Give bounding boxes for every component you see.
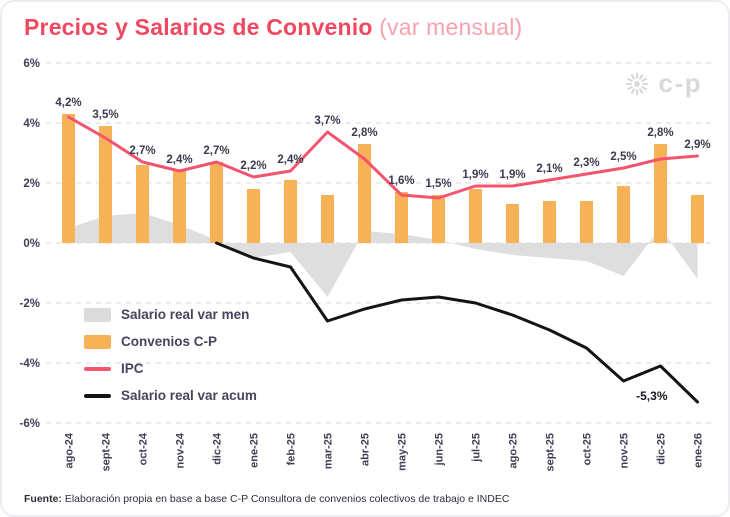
- svg-text:4%: 4%: [23, 118, 40, 130]
- x-axis-labels: ago-24 sept-24 oct-24 nov-24 dic-24 ene-25 feb…: [64, 432, 705, 471]
- chart-plot: 6% 4% 2% 0% -2% -4% -6% 4,2% 3,5% 2,7% 2,4% 2,7% 2,2…: [20, 58, 716, 472]
- svg-text:2,2%: 2,2%: [240, 160, 266, 172]
- source-prefix: Fuente:: [24, 493, 62, 505]
- legend-item-salario-real-var-acum: Salario real var acum: [84, 387, 257, 404]
- svg-text:dic-25: dic-25: [656, 433, 668, 465]
- area-series: [68, 213, 698, 297]
- svg-text:sept-24: sept-24: [101, 432, 113, 471]
- svg-text:3,5%: 3,5%: [92, 109, 118, 121]
- svg-text:ene-25: ene-25: [249, 433, 261, 468]
- svg-text:2,1%: 2,1%: [536, 163, 562, 175]
- svg-text:jun-25: jun-25: [434, 433, 446, 466]
- title-suffix: (var mensual): [372, 14, 523, 40]
- svg-text:sept-25: sept-25: [545, 433, 557, 472]
- svg-text:mar-25: mar-25: [323, 433, 335, 469]
- svg-text:2,5%: 2,5%: [610, 151, 636, 163]
- page-title: Precios y Salarios de Convenio (var mens…: [24, 14, 522, 41]
- svg-text:ago-24: ago-24: [64, 432, 76, 468]
- svg-text:nov-25: nov-25: [619, 433, 631, 468]
- svg-text:-5,3%: -5,3%: [636, 389, 668, 403]
- svg-text:abr-25: abr-25: [360, 433, 372, 466]
- svg-text:may-25: may-25: [397, 433, 409, 471]
- bar-series: [62, 114, 704, 243]
- svg-text:1,9%: 1,9%: [499, 169, 525, 181]
- svg-text:6%: 6%: [23, 58, 40, 70]
- legend-swatch: [84, 393, 111, 398]
- svg-text:jul-25: jul-25: [471, 433, 483, 463]
- legend-label: Convenios C-P: [121, 334, 218, 349]
- legend-label: IPC: [121, 361, 144, 376]
- svg-text:nov-24: nov-24: [175, 432, 187, 468]
- line-series: [215, 241, 699, 404]
- chart-legend: Salario real var men Convenios C-P IPC Sala…: [84, 306, 257, 404]
- legend-item-salario-real-var-men: Salario real var men: [84, 306, 257, 323]
- svg-text:2,4%: 2,4%: [277, 154, 303, 166]
- svg-text:0%: 0%: [23, 238, 40, 250]
- svg-text:-4%: -4%: [20, 358, 40, 370]
- svg-text:1,5%: 1,5%: [425, 178, 451, 190]
- end-label: -5,3%: [636, 389, 668, 403]
- legend-label: Salario real var men: [121, 307, 250, 322]
- svg-text:-2%: -2%: [20, 298, 40, 310]
- cp-logo: c-p: [622, 68, 703, 99]
- svg-text:2,7%: 2,7%: [203, 145, 229, 157]
- svg-text:1,9%: 1,9%: [462, 169, 488, 181]
- svg-text:dic-24: dic-24: [212, 432, 224, 465]
- source-text: Elaboración propia en base a base C-P Co…: [61, 493, 510, 505]
- legend-item-convenios-c-p: Convenios C-P: [84, 333, 257, 350]
- svg-text:ago-25: ago-25: [508, 433, 520, 468]
- data-labels: 4,2% 3,5% 2,7% 2,4% 2,7% 2,2% 2,4% 3,7% 2,8% 1,6%…: [55, 97, 710, 190]
- legend-swatch: [84, 334, 111, 349]
- sun-icon: [625, 72, 648, 95]
- legend-item-ipc: IPC: [84, 360, 257, 377]
- source-note: Fuente: Elaboración propia en base a bas…: [24, 493, 509, 505]
- svg-text:oct-25: oct-25: [582, 433, 594, 465]
- svg-text:4,2%: 4,2%: [55, 97, 81, 109]
- legend-swatch: [84, 307, 111, 322]
- svg-text:-6%: -6%: [20, 418, 40, 430]
- svg-text:2,4%: 2,4%: [166, 154, 192, 166]
- svg-text:2,9%: 2,9%: [684, 139, 710, 151]
- svg-text:2,8%: 2,8%: [647, 127, 673, 139]
- svg-text:1,6%: 1,6%: [388, 175, 414, 187]
- svg-text:2,7%: 2,7%: [129, 145, 155, 157]
- svg-text:feb-25: feb-25: [286, 433, 298, 465]
- svg-text:2,3%: 2,3%: [573, 157, 599, 169]
- svg-text:oct-24: oct-24: [138, 432, 150, 465]
- y-axis-labels: 6% 4% 2% 0% -2% -4% -6%: [20, 58, 40, 430]
- svg-text:2%: 2%: [23, 178, 40, 190]
- title-main: Precios y Salarios de Convenio: [24, 14, 373, 40]
- svg-text:3,7%: 3,7%: [314, 115, 340, 127]
- legend-label: Salario real var acum: [121, 388, 257, 403]
- svg-text:ene-26: ene-26: [693, 433, 705, 468]
- logo-text: c-p: [658, 68, 702, 98]
- line-series: [67, 115, 699, 200]
- legend-swatch: [84, 366, 111, 371]
- svg-text:2,8%: 2,8%: [351, 127, 377, 139]
